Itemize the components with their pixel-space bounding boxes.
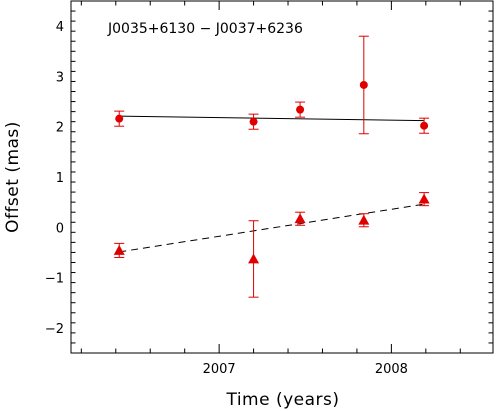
circle-marker (420, 121, 429, 130)
triangle-marker (294, 213, 306, 224)
error-bars (114, 35, 430, 298)
fit-line-2 (119, 203, 425, 253)
circle-marker (115, 114, 124, 123)
y-axis-label: Offset (mas) (3, 121, 23, 233)
y-tick-label: −1 (45, 272, 64, 287)
triangle-marker (418, 193, 430, 204)
circle-marker (359, 80, 368, 89)
plot-frame (70, 0, 494, 354)
fit-lines (119, 115, 425, 253)
fit-line-1 (119, 115, 425, 122)
x-axis-label: Time (years) (225, 390, 339, 410)
y-tick-label: 3 (56, 70, 64, 85)
data-markers (113, 80, 430, 264)
circle-marker (296, 105, 305, 114)
axis-ticks (71, 0, 493, 354)
triangle-marker (113, 244, 125, 255)
chart-title: J0035+6130 − J0037+6236 (107, 21, 303, 37)
y-tick-label: 2 (56, 121, 64, 136)
triangle-marker (358, 214, 370, 225)
y-tick-label: 0 (56, 221, 64, 236)
circle-marker (249, 117, 258, 126)
tick-labels: −2 −1 0 1 2 3 4 2007 2008 (45, 20, 408, 377)
x-tick-label: 2008 (375, 362, 408, 377)
x-tick-label: 2007 (203, 362, 236, 377)
y-tick-label: −2 (45, 322, 64, 337)
triangle-marker (248, 253, 260, 264)
y-tick-label: 1 (56, 171, 64, 186)
y-tick-label: 4 (56, 20, 64, 35)
